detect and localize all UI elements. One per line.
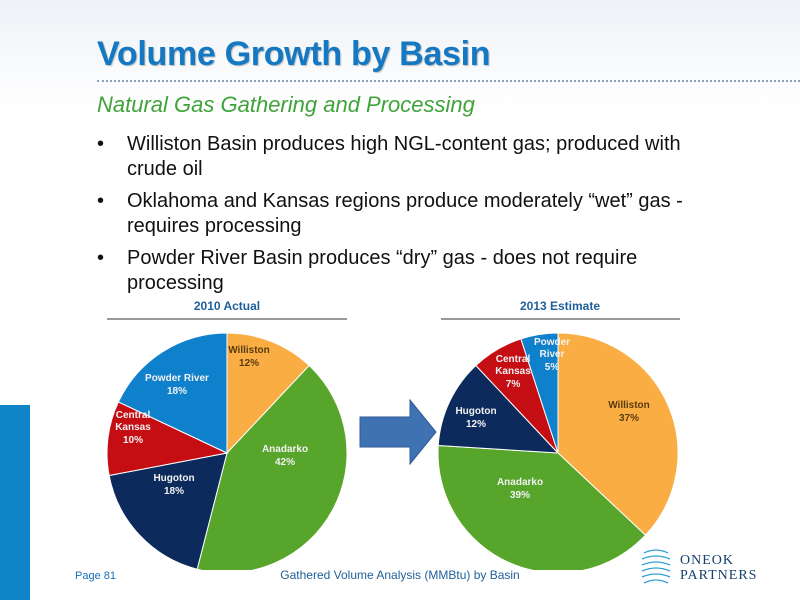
header-background bbox=[0, 0, 800, 110]
right-arrow-icon bbox=[359, 398, 437, 466]
bullet-list: • Williston Basin produces high NGL-conte… bbox=[93, 132, 693, 303]
pie-label-name: Hugoton bbox=[153, 473, 194, 484]
logo-line-2: PARTNERS bbox=[680, 568, 758, 583]
pie-label-name: Hugoton bbox=[455, 406, 496, 417]
pie-slice bbox=[108, 452, 228, 570]
pie-chart-group: 2013 Estimate Williston 37% Anadarko 39% Hugo… bbox=[437, 299, 680, 570]
pie-data-label: Central Kansas 7% bbox=[495, 354, 531, 390]
pie-data-label: Williston 12% bbox=[228, 345, 270, 369]
pie-charts: 2010 Actual Williston 12% Anadarko 42% Hugoto… bbox=[106, 299, 680, 570]
pie-chart-title: 2010 Actual bbox=[194, 299, 260, 313]
bullet-item: • Williston Basin produces high NGL-conte… bbox=[93, 132, 693, 182]
page-number: Page 81 bbox=[75, 570, 116, 582]
pie-data-label: Anadarko 39% bbox=[497, 477, 543, 501]
pie-label-name: Central bbox=[496, 354, 531, 365]
chart-caption: Gathered Volume Analysis (MMBtu) by Basi… bbox=[280, 568, 520, 582]
slide-subtitle: Natural Gas Gathering and Processing bbox=[97, 92, 475, 117]
pie-data-label: Central Kansas 10% bbox=[115, 410, 151, 446]
pie-label-value: 10% bbox=[123, 435, 143, 446]
pie-slice bbox=[117, 332, 228, 454]
pie-label-value: 7% bbox=[506, 379, 521, 390]
pie-label-value: 5% bbox=[545, 362, 560, 373]
bullet-item: • Powder River Basin produces “dry” gas -… bbox=[93, 246, 693, 296]
pie-label-value: 39% bbox=[510, 490, 530, 501]
pie-label-name: Williston bbox=[228, 345, 270, 356]
logo-line-1: ONEOK bbox=[680, 553, 734, 568]
pie-slice bbox=[520, 332, 559, 454]
pie-label-name: Powder bbox=[534, 337, 570, 348]
pie-label-value: 37% bbox=[619, 413, 639, 424]
pie-label-name: Powder River bbox=[145, 373, 209, 384]
pie-label-value: 18% bbox=[167, 386, 187, 397]
pie-label-value: 18% bbox=[164, 486, 184, 497]
pie-slice bbox=[437, 444, 647, 570]
pie-label-name: Anadarko bbox=[262, 444, 308, 455]
logo-text: ONEOK PARTNERS bbox=[680, 553, 757, 583]
pie-label-name: Anadarko bbox=[497, 477, 543, 488]
pie-data-label: Hugoton 18% bbox=[153, 473, 194, 497]
pie-label-value: 42% bbox=[275, 457, 295, 468]
bullet-dot-icon: • bbox=[97, 190, 105, 212]
title-divider bbox=[97, 80, 800, 82]
bullet-item: • Oklahoma and Kansas regions produce mod… bbox=[93, 189, 693, 239]
pie-label-value: 12% bbox=[239, 358, 259, 369]
pie-slice bbox=[557, 332, 679, 536]
pie-slice bbox=[196, 364, 348, 570]
pie-slice bbox=[226, 332, 310, 455]
pie-chart-group: 2010 Actual Williston 12% Anadarko 42% Hugoto… bbox=[106, 299, 348, 570]
bullet-dot-icon: • bbox=[97, 133, 105, 155]
pie-slice bbox=[437, 364, 560, 454]
bullet-text: Powder River Basin produces “dry” gas - … bbox=[127, 247, 638, 294]
pie-data-label: Anadarko 42% bbox=[262, 444, 308, 468]
pie-label-name: Williston bbox=[608, 400, 650, 411]
pie-data-label: Hugoton 12% bbox=[455, 406, 496, 430]
pie-chart-title: 2013 Estimate bbox=[520, 299, 600, 313]
bullet-text: Williston Basin produces high NGL-conten… bbox=[127, 133, 681, 180]
pie-label-name: Central bbox=[116, 410, 151, 421]
slide-title: Volume Growth by Basin bbox=[97, 35, 491, 73]
bullet-text: Oklahoma and Kansas regions produce mode… bbox=[127, 190, 683, 237]
pie-label-name: Kansas bbox=[495, 366, 531, 377]
pie-data-label: Williston 37% bbox=[608, 400, 650, 424]
bullet-dot-icon: • bbox=[97, 247, 105, 269]
oneok-logo-icon bbox=[641, 549, 671, 584]
pie-data-label: Powder River 18% bbox=[145, 373, 209, 397]
pie-label-name: River bbox=[539, 349, 564, 360]
pie-data-label: Powder River 5% bbox=[534, 337, 570, 373]
accent-bar bbox=[0, 405, 30, 600]
pie-label-value: 12% bbox=[466, 419, 486, 430]
pie-label-name: Kansas bbox=[115, 422, 151, 433]
pie-slice bbox=[106, 401, 229, 477]
